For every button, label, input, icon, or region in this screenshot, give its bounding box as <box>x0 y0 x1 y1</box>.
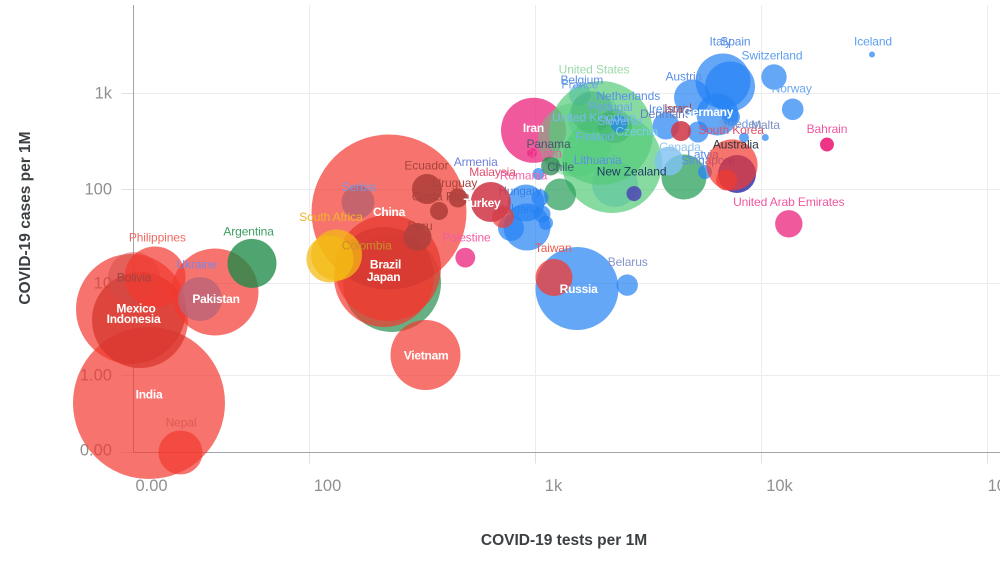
svg-text:100k: 100k <box>988 477 1000 495</box>
svg-text:Turkey: Turkey <box>464 196 502 210</box>
svg-text:100: 100 <box>84 181 112 199</box>
svg-text:Taiwan: Taiwan <box>535 241 572 255</box>
svg-text:Portugal: Portugal <box>589 100 633 114</box>
svg-text:100: 100 <box>314 477 342 495</box>
svg-text:South Africa: South Africa <box>299 210 363 224</box>
svg-text:Australia: Australia <box>713 138 759 152</box>
svg-text:United States: United States <box>559 63 630 77</box>
svg-text:0.00: 0.00 <box>135 477 167 495</box>
svg-text:United Kingdom: United Kingdom <box>552 110 636 124</box>
svg-text:India: India <box>136 388 163 402</box>
svg-text:Lithuania: Lithuania <box>574 153 622 167</box>
svg-text:Uruguay: Uruguay <box>433 176 478 190</box>
svg-text:Chile: Chile <box>547 160 574 174</box>
svg-text:10k: 10k <box>766 477 793 495</box>
svg-text:Bahrain: Bahrain <box>807 122 848 136</box>
svg-text:Ecuador: Ecuador <box>404 159 448 173</box>
svg-text:Austria: Austria <box>665 70 702 84</box>
svg-text:Panama: Panama <box>526 137 571 151</box>
svg-text:New Zealand: New Zealand <box>597 165 667 179</box>
svg-text:China: China <box>373 205 406 219</box>
svg-text:Denmark: Denmark <box>640 107 689 121</box>
svg-text:Croatia: Croatia <box>524 146 562 160</box>
svg-text:COVID-19 tests per 1M: COVID-19 tests per 1M <box>481 532 647 549</box>
svg-text:1k: 1k <box>95 85 113 103</box>
svg-text:Slovenia: Slovenia <box>597 114 643 128</box>
svg-text:Canada: Canada <box>659 140 701 154</box>
svg-text:Norway: Norway <box>772 82 812 96</box>
svg-text:Serbia: Serbia <box>342 180 377 194</box>
svg-text:COVID-19 cases per 1M: COVID-19 cases per 1M <box>17 131 34 304</box>
svg-text:Romania: Romania <box>500 169 548 183</box>
svg-text:Malaysia: Malaysia <box>469 165 516 179</box>
svg-text:Malta: Malta <box>751 118 780 132</box>
svg-text:United Arab Emirates: United Arab Emirates <box>733 195 844 209</box>
svg-text:Finland: Finland <box>575 129 614 143</box>
svg-text:South Korea: South Korea <box>698 123 764 137</box>
svg-text:Czechia: Czechia <box>615 125 658 139</box>
svg-text:Bolivia: Bolivia <box>117 271 152 285</box>
svg-text:1k: 1k <box>545 477 563 495</box>
svg-text:Israel: Israel <box>664 104 692 116</box>
svg-text:Pakistan: Pakistan <box>192 292 239 306</box>
svg-text:Ireland: Ireland <box>649 102 685 116</box>
svg-text:Iran: Iran <box>523 121 544 135</box>
svg-text:France: France <box>561 77 598 91</box>
svg-text:Brazil: Brazil <box>370 257 401 271</box>
svg-text:Vietnam: Vietnam <box>404 349 449 363</box>
svg-text:Armenia: Armenia <box>454 155 498 169</box>
svg-text:Ukraine: Ukraine <box>176 258 217 272</box>
svg-text:Germany: Germany <box>683 105 734 119</box>
svg-text:Japan: Japan <box>367 270 400 284</box>
svg-text:Italy: Italy <box>710 34 732 48</box>
svg-text:Switzerland: Switzerland <box>742 48 803 62</box>
svg-text:Mexico: Mexico <box>116 302 155 316</box>
svg-text:Belarus: Belarus <box>608 255 648 269</box>
svg-text:Spain: Spain <box>720 34 750 48</box>
svg-text:Philippines: Philippines <box>129 230 186 244</box>
svg-text:Nepal: Nepal <box>166 415 197 429</box>
svg-text:Peru: Peru <box>408 219 433 233</box>
svg-text:Belgium: Belgium <box>560 73 603 87</box>
svg-text:Costa Rica: Costa Rica <box>412 189 470 203</box>
svg-text:Sweden: Sweden <box>719 117 762 131</box>
svg-text:Indonesia: Indonesia <box>107 312 161 326</box>
svg-text:Argentina: Argentina <box>223 224 274 238</box>
svg-text:Colombia: Colombia <box>342 239 392 253</box>
svg-text:Netherlands: Netherlands <box>596 89 660 103</box>
svg-text:Iceland: Iceland <box>854 34 892 48</box>
svg-text:Russia: Russia <box>560 282 598 296</box>
svg-text:Palestine: Palestine <box>442 230 491 244</box>
